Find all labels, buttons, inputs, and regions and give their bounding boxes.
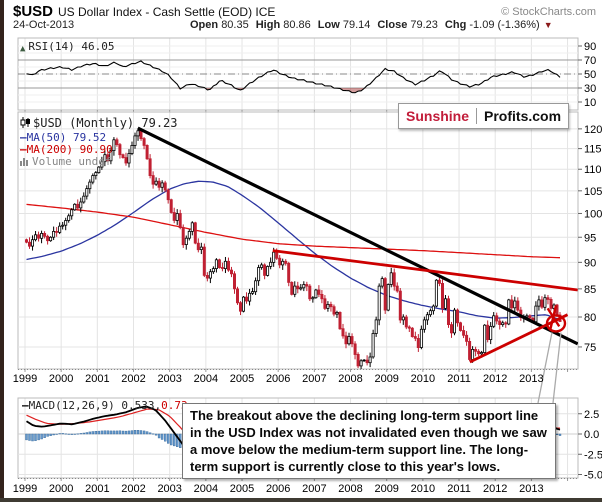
- svg-text:0.0: 0.0: [584, 429, 599, 441]
- page-left-border: [0, 0, 4, 502]
- svg-text:1999: 1999: [13, 373, 37, 385]
- svg-text:2011: 2011: [447, 483, 471, 495]
- macd-legend: —MACD(12,26,9) 0.533,0.73: [22, 399, 188, 412]
- svg-text:2002: 2002: [121, 373, 145, 385]
- svg-text:50: 50: [584, 69, 596, 81]
- svg-text:1999: 1999: [13, 483, 37, 495]
- svg-text:-2.5: -2.5: [584, 449, 602, 461]
- analysis-annotation-box: The breakout above the declining long-te…: [182, 403, 556, 479]
- quote-value: -1.09 (-1.36%): [469, 19, 540, 31]
- svg-text:2004: 2004: [194, 373, 218, 385]
- svg-text:70: 70: [584, 55, 596, 67]
- svg-text:90: 90: [584, 257, 596, 269]
- svg-text:85: 85: [584, 284, 596, 296]
- svg-text:2011: 2011: [447, 373, 471, 385]
- price-legend-label: $USD (Monthly) 79.23: [33, 116, 178, 130]
- svg-text:2003: 2003: [157, 373, 181, 385]
- page-title: US Dollar Index - Cash Settle (EOD) ICE: [58, 5, 276, 19]
- svg-text:115: 115: [584, 144, 602, 156]
- svg-text:2013: 2013: [519, 483, 543, 495]
- svg-text:2007: 2007: [302, 373, 326, 385]
- svg-text:2001: 2001: [85, 373, 109, 385]
- svg-text:2006: 2006: [266, 483, 290, 495]
- indicator-icon: ▲: [20, 44, 26, 54]
- ohlc-quote-line: Open 80.35 High 80.86 Low 79.14 Close 79.23…: [183, 19, 553, 31]
- date-label: 24-Oct-2013: [13, 19, 75, 31]
- svg-text:10: 10: [584, 97, 596, 109]
- svg-text:120: 120: [584, 124, 602, 136]
- quote-value: 79.23: [410, 19, 438, 31]
- ma200-legend-label: MA(200) 90.90: [26, 143, 113, 156]
- page-bottom-border: [0, 498, 602, 502]
- svg-text:2001: 2001: [85, 483, 109, 495]
- watermark-profits: Profits.com: [476, 108, 568, 124]
- rsi-legend: ▲ RSI(14) 46.05: [20, 40, 115, 54]
- svg-text:2000: 2000: [49, 373, 73, 385]
- svg-text:100: 100: [584, 208, 602, 220]
- candlestick-icon: [20, 117, 30, 131]
- svg-text:2007: 2007: [302, 483, 326, 495]
- svg-text:2012: 2012: [483, 483, 507, 495]
- ma50-legend: —MA(50) 79.52: [20, 131, 106, 144]
- svg-text:2005: 2005: [230, 373, 254, 385]
- svg-text:95: 95: [584, 232, 596, 244]
- svg-text:80: 80: [584, 312, 596, 324]
- quote-label: Chg: [444, 19, 467, 31]
- quote-value: 80.35: [221, 19, 249, 31]
- svg-text:-5.0: -5.0: [584, 470, 602, 482]
- volume-bars-icon: [20, 156, 29, 169]
- quote-label: Open: [190, 19, 219, 31]
- svg-text:2010: 2010: [411, 373, 435, 385]
- svg-text:2008: 2008: [338, 483, 362, 495]
- sunshine-profits-watermark: Sunshine Profits.com: [398, 103, 570, 129]
- svg-text:90: 90: [584, 41, 596, 53]
- volume-legend: Volume undef: [20, 155, 111, 169]
- ma50-legend-label: MA(50) 79.52: [26, 131, 107, 144]
- quote-label: High: [255, 19, 281, 31]
- svg-text:105: 105: [584, 186, 602, 198]
- watermark-sunshine: Sunshine: [406, 108, 470, 124]
- svg-text:30: 30: [584, 83, 596, 95]
- quote-label: Close: [377, 19, 408, 31]
- svg-text:2012: 2012: [483, 373, 507, 385]
- svg-text:110: 110: [584, 164, 602, 176]
- svg-text:2008: 2008: [338, 373, 362, 385]
- svg-text:2.5: 2.5: [584, 409, 599, 421]
- svg-text:2009: 2009: [374, 483, 398, 495]
- quote-value: 80.86: [283, 19, 311, 31]
- svg-text:2009: 2009: [374, 373, 398, 385]
- svg-text:75: 75: [584, 342, 596, 354]
- symbol-label: $USD: [13, 3, 54, 20]
- macd-legend-label: MACD(12,26,9) 0.533,: [28, 399, 162, 412]
- annotation-text: The breakout above the declining long-te…: [190, 408, 547, 474]
- macd-swatch-icon: —: [22, 399, 29, 412]
- change-down-icon: ▼: [543, 20, 553, 30]
- volume-legend-label: Volume undef: [32, 155, 112, 168]
- quote-label: Low: [317, 19, 340, 31]
- svg-text:2013: 2013: [519, 373, 543, 385]
- ma200-swatch-icon: —: [20, 143, 27, 156]
- chart-header: $USD US Dollar Index - Cash Settle (EOD) …: [13, 3, 275, 21]
- svg-text:2000: 2000: [49, 483, 73, 495]
- ma200-legend: —MA(200) 90.90: [20, 143, 113, 156]
- svg-text:2002: 2002: [121, 483, 145, 495]
- svg-text:2003: 2003: [157, 483, 181, 495]
- rsi-legend-label: RSI(14) 46.05: [28, 40, 115, 53]
- quote-value: 79.14: [342, 19, 371, 31]
- svg-text:2006: 2006: [266, 373, 290, 385]
- macd-signal-value: 0.73: [161, 399, 188, 412]
- svg-text:2010: 2010: [411, 483, 435, 495]
- ma50-swatch-icon: —: [20, 131, 27, 144]
- price-legend: $USD (Monthly) 79.23: [20, 116, 178, 131]
- svg-text:2005: 2005: [230, 483, 254, 495]
- svg-text:2004: 2004: [194, 483, 218, 495]
- copyright-label: © StockCharts.com: [501, 6, 596, 18]
